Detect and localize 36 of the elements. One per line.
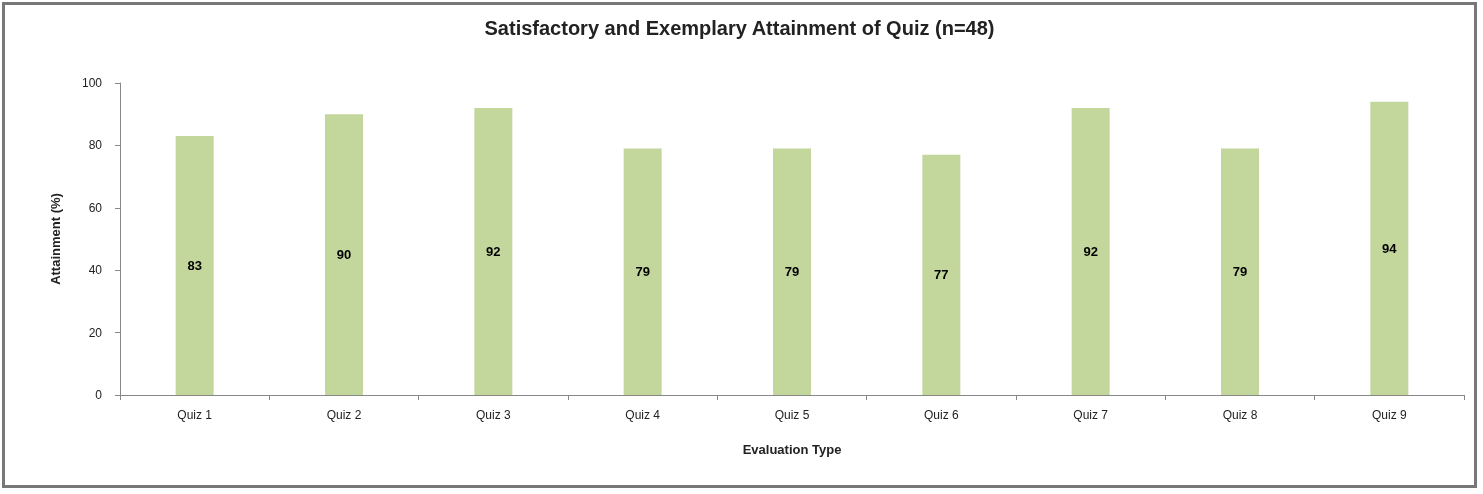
x-tick-label: Quiz 4 [625, 408, 661, 422]
data-label: 77 [934, 267, 949, 283]
data-label: 79 [784, 264, 800, 280]
y-tick-label: 40 [88, 263, 103, 278]
y-axis-title: Attainment (%) [48, 193, 63, 285]
bar [474, 107, 513, 395]
bar [325, 114, 363, 395]
data-label: 92 [1083, 243, 1098, 259]
data-label: 92 [486, 243, 501, 259]
x-tick-label: Quiz 2 [326, 408, 362, 422]
bar [1071, 107, 1110, 395]
x-tick-label: Quiz 6 [923, 408, 959, 422]
bar [1221, 148, 1259, 395]
y-tick-label: 0 [95, 388, 103, 402]
bar [922, 154, 961, 395]
x-tick-label: Quiz 5 [774, 408, 810, 422]
bar [175, 136, 214, 395]
y-tick-label: 20 [88, 325, 103, 340]
data-label: 79 [635, 264, 650, 280]
data-label: 83 [187, 258, 202, 274]
bar [1370, 101, 1409, 395]
data-label: 94 [1382, 240, 1398, 256]
y-tick-label: 100 [81, 76, 103, 90]
x-tick-label: Quiz 7 [1073, 408, 1109, 422]
y-tick-label: 80 [88, 138, 103, 153]
y-tick-label: 60 [88, 200, 103, 215]
x-tick-label: Quiz 1 [177, 408, 213, 422]
x-axis-title: Evaluation Type [742, 442, 842, 457]
bar [773, 148, 811, 395]
x-tick-label: Quiz 9 [1371, 408, 1407, 422]
chart-title: Satisfactory and Exemplary Attainment of Quiz (n=48) [484, 17, 995, 39]
x-tick-label: Quiz 8 [1222, 408, 1258, 422]
x-tick-label: Quiz 3 [475, 408, 511, 422]
bar [623, 148, 662, 395]
data-label: 79 [1232, 264, 1248, 280]
data-label: 90 [336, 247, 352, 263]
